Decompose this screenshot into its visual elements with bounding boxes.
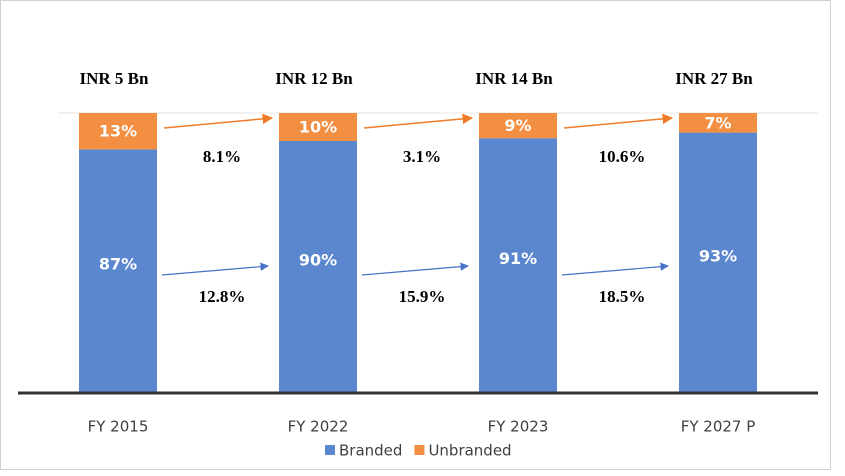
- bar-segment: [79, 113, 157, 150]
- growth-label: 18.5%: [599, 287, 646, 306]
- value-label: 87%: [99, 255, 137, 274]
- total-label: INR 14 Bn: [475, 69, 553, 88]
- growth-label: 3.1%: [403, 147, 441, 166]
- growth-label: 15.9%: [399, 287, 446, 306]
- value-label: 9%: [504, 116, 531, 135]
- value-label: 90%: [299, 251, 337, 270]
- growth-arrow: [163, 113, 274, 129]
- bar-segment: [679, 132, 757, 393]
- x-tick-label: FY 2027 P: [681, 418, 756, 436]
- x-tick-label: FY 2022: [288, 418, 349, 436]
- total-label: INR 12 Bn: [275, 69, 353, 88]
- x-tick-label: FY 2015: [88, 418, 149, 436]
- x-tick-label: FY 2023: [488, 418, 549, 436]
- growth-arrow: [361, 262, 469, 276]
- bar-segment: [679, 113, 757, 133]
- bar-segment: [79, 149, 157, 393]
- bar-segment: [279, 113, 357, 141]
- legend-label: Unbranded: [428, 442, 511, 460]
- value-label: 7%: [704, 113, 731, 132]
- growth-label: 8.1%: [203, 147, 241, 166]
- total-label: INR 27 Bn: [675, 69, 753, 88]
- legend-swatch: [325, 445, 335, 455]
- value-label: 13%: [99, 122, 137, 141]
- frame: [0, 0, 831, 470]
- total-label: INR 5 Bn: [80, 69, 150, 88]
- bar-segment: [479, 138, 557, 393]
- bar-segment: [479, 113, 557, 139]
- legend-label: Branded: [339, 442, 402, 460]
- value-label: 10%: [299, 118, 337, 137]
- value-label: 93%: [699, 246, 737, 265]
- legend-swatch: [414, 445, 425, 455]
- growth-arrow: [161, 262, 269, 276]
- growth-arrow: [363, 113, 474, 129]
- value-label: 91%: [499, 249, 537, 268]
- growth-arrow: [563, 113, 674, 129]
- growth-arrow: [561, 262, 669, 276]
- growth-label: 12.8%: [199, 287, 246, 306]
- growth-label: 10.6%: [599, 147, 646, 166]
- bar-segment: [279, 141, 357, 393]
